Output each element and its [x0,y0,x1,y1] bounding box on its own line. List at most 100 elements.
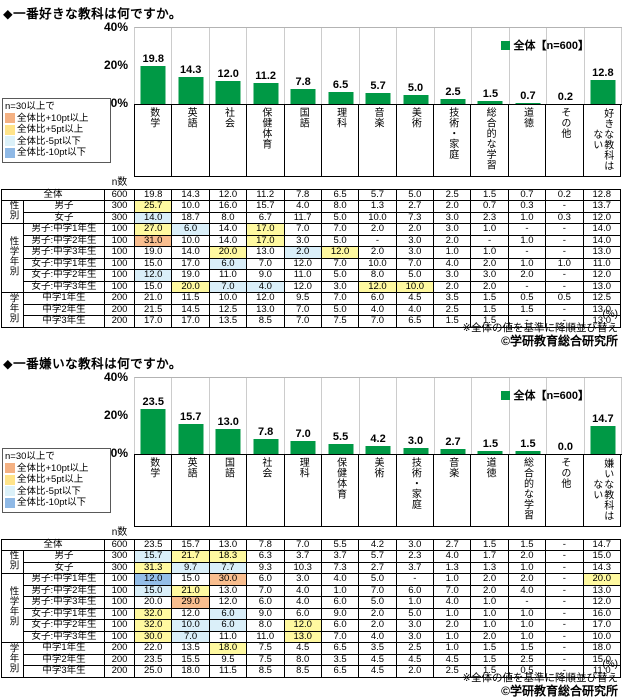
sort-note: ※全体の値を基準に降順並び替え [462,672,618,684]
value-cell: 8.5 [246,665,285,678]
category-header-row: 数学 英語 国語 社会 理科 保健体育 美術 技術・家庭 音楽 道徳 総合的な学習 その他 嫌いな教科は… [2,454,621,527]
value-cell: 6.7 [246,211,285,224]
data-table: 数学 英語 社会 保健体育 国語 理科 音楽 美術 技術・家庭 総合的な学習 道徳 その他 好きな教科は… [1,104,621,328]
table-row: 性別 男子 300 15.7 21.7 18.3 6.3 3.7 3.7 5.7 2.3 4.0 1.7… [1,550,621,574]
table-row: 男子:中学3年生 100 19.0 14.0 20.0 13.0 2.0 12.0 2.0 3.0… [2,246,621,259]
value-cell: 0.7 [507,188,547,201]
value-cell: 11.0 [208,630,248,643]
category-label: 国語 [297,107,309,128]
value-cell: 8.5 [246,315,285,328]
category-header: 理科 [320,104,360,177]
value-cell: 3.7 [283,550,322,563]
value-cell: 10.0 [208,292,248,305]
row-label: 女子 [23,561,105,574]
value-cell: 6.0 [358,292,397,305]
value-cell: 7.0 [283,223,322,236]
value-cell: 2.7 [358,561,397,574]
group-label-cell: 性別 [1,200,24,224]
value-cell: 5.0 [320,269,360,282]
row-label: 中学2年生 [23,303,105,316]
value-cell: 3.0 [395,234,435,247]
category-label: 理科 [297,457,309,478]
value-cell: 21.0 [133,292,173,305]
value-cell: 27.0 [133,223,173,236]
value-cell: 1.5 [470,653,509,666]
value-cell: 12.0 [246,292,285,305]
value-cell: 14.0 [171,246,210,259]
n-value: 100 [104,596,135,609]
n-value: 200 [104,292,135,305]
value-cell: 1.0 [507,561,547,574]
bar-column: 1.5 [472,378,510,454]
category-header: 社会 [246,454,285,527]
bar [590,79,616,104]
bar-column: 6.5 [322,28,360,104]
value-cell: 29.0 [171,596,210,609]
value-cell: 13.0 [582,315,621,328]
table-row: 中学3年生 200 17.0 17.0 13.5 8.5 7.0 7.5 7.0 6.5 1.5 1.… [2,315,621,328]
value-cell: 15.7 [171,538,210,551]
value-cell: 1.0 [432,607,472,620]
bar-value-label: 14.3 [179,63,202,76]
table-row: 女子 300 14.0 18.7 8.0 6.7 11.7 5.0 10.0 7.3 3.0 2.3 1… [2,211,621,224]
value-cell: 5.0 [320,211,360,224]
value-cell: 2.0 [470,573,509,586]
value-cell: 11.5 [208,665,248,678]
value-cell: 4.5 [395,292,435,305]
category-header: 国語 [283,104,322,177]
n-header-row: n数 [2,177,621,190]
value-cell: 23.5 [133,538,173,551]
category-header: 数学 [133,104,173,177]
bar-column: 5.7 [360,28,398,104]
threshold-color-swatch [5,124,15,135]
value-cell: 3.0 [395,538,435,551]
n-count-header: n数 [111,176,128,188]
value-cell: 3.0 [320,280,360,293]
category-header-row: 数学 英語 社会 保健体育 国語 理科 音楽 美術 技術・家庭 総合的な学習 道徳 その他 好きな教科は… [2,104,621,177]
group-label-cell: 性別 [1,550,24,574]
row-label: 男子 [23,550,105,563]
value-cell: 12.0 [582,269,621,282]
value-cell: 2.0 [432,234,472,247]
plot-area: 19.8 14.3 12.0 11.2 7.8 6.5 5.7 5.0 2.5 1.5 0.7 0.2… [134,27,623,105]
bar [253,82,279,104]
value-cell: 7.0 [432,584,472,597]
value-cell: 1.5 [470,292,509,305]
value-cell: 10.0 [395,280,435,293]
value-cell: 1.0 [470,619,509,632]
bar-column: 2.5 [435,28,473,104]
threshold-legend-title: n=30以上で [5,101,55,112]
bar [403,448,429,454]
value-cell: 9.5 [283,292,322,305]
bar-value-label: 7.8 [257,426,274,439]
value-cell: 11.5 [171,292,210,305]
bar [253,439,279,454]
threshold-legend-item: 全体比+5pt以上 [5,474,108,486]
value-cell: 16.0 [208,200,248,213]
bar-column: 15.7 [172,378,210,454]
value-cell: 21.5 [133,303,173,316]
value-cell: 2.5 [432,188,472,201]
value-cell: 6.0 [246,573,285,586]
value-cell: 11.0 [283,269,322,282]
threshold-label: 全体比-5pt以下 [17,485,81,497]
value-cell: 3.0 [432,269,472,282]
value-cell: 32.0 [133,619,173,632]
value-cell: 18.0 [171,665,210,678]
value-cell: 3.0 [432,211,472,224]
value-cell: 1.0 [432,246,472,259]
bar [590,426,616,454]
value-cell: 7.0 [320,292,360,305]
category-label: 嫌いな教科はない [590,457,613,521]
value-cell: 3.0 [470,269,509,282]
table-row: 男子:中学2年生 100 15.0 21.0 13.0 7.0 4.0 1.0 7.0 6.0 7.… [2,584,621,597]
percent-unit: (%) [602,659,618,670]
bar-value-label: 5.0 [407,81,424,94]
bar-value-label: 0.2 [557,90,574,103]
value-cell: 1.5 [470,665,509,678]
value-cell: 1.3 [470,561,509,574]
value-cell: 14.3 [171,188,210,201]
value-cell: 2.5 [432,665,472,678]
bar-value-label: 12.0 [217,68,239,81]
value-cell: 15.0 [582,550,621,563]
